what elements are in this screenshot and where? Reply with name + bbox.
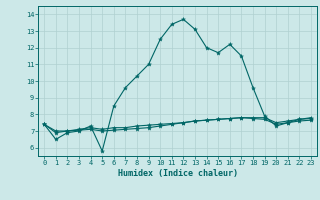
X-axis label: Humidex (Indice chaleur): Humidex (Indice chaleur) — [118, 169, 238, 178]
